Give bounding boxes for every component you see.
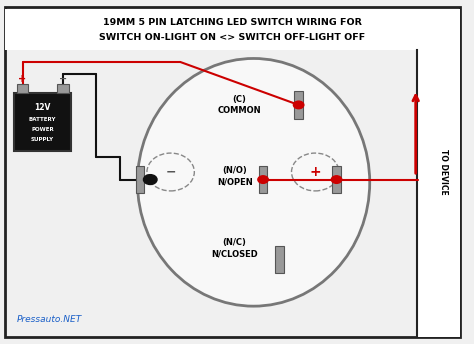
- Bar: [259, 166, 267, 193]
- Text: (N/C): (N/C): [223, 238, 246, 247]
- Circle shape: [258, 176, 268, 183]
- Bar: [332, 166, 341, 193]
- Text: TO DEVICE: TO DEVICE: [439, 149, 447, 195]
- Text: +: +: [310, 165, 321, 179]
- Bar: [136, 166, 144, 193]
- Text: N/CLOSED: N/CLOSED: [211, 249, 258, 258]
- Text: 12V: 12V: [35, 103, 51, 112]
- Text: SWITCH ON-LIGHT ON <> SWITCH OFF-LIGHT OFF: SWITCH ON-LIGHT ON <> SWITCH OFF-LIGHT O…: [99, 33, 365, 42]
- Bar: [5, 9, 460, 50]
- Text: SUPPLY: SUPPLY: [31, 137, 54, 142]
- Text: (C): (C): [232, 95, 246, 104]
- Circle shape: [144, 175, 157, 184]
- Text: −: −: [165, 165, 176, 179]
- Bar: [57, 84, 69, 93]
- Bar: [275, 246, 284, 273]
- Bar: [417, 50, 460, 337]
- Circle shape: [293, 101, 304, 109]
- Text: 19MM 5 PIN LATCHING LED SWITCH WIRING FOR: 19MM 5 PIN LATCHING LED SWITCH WIRING FO…: [103, 18, 362, 27]
- Text: BATTERY: BATTERY: [29, 117, 56, 122]
- Text: −: −: [59, 74, 67, 84]
- Text: Pressauto.NET: Pressauto.NET: [17, 315, 82, 324]
- Text: N/OPEN: N/OPEN: [217, 177, 253, 186]
- Ellipse shape: [137, 58, 370, 306]
- Bar: [14, 93, 71, 151]
- Text: POWER: POWER: [31, 127, 54, 132]
- Text: (N/O): (N/O): [222, 166, 247, 175]
- Bar: [17, 84, 28, 93]
- Text: COMMON: COMMON: [218, 106, 261, 115]
- Bar: [294, 91, 303, 119]
- Circle shape: [331, 176, 342, 183]
- Text: +: +: [18, 74, 27, 84]
